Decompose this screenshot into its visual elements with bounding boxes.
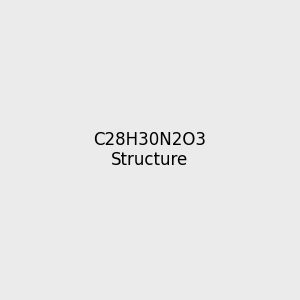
Text: C28H30N2O3
Structure: C28H30N2O3 Structure (94, 130, 206, 170)
